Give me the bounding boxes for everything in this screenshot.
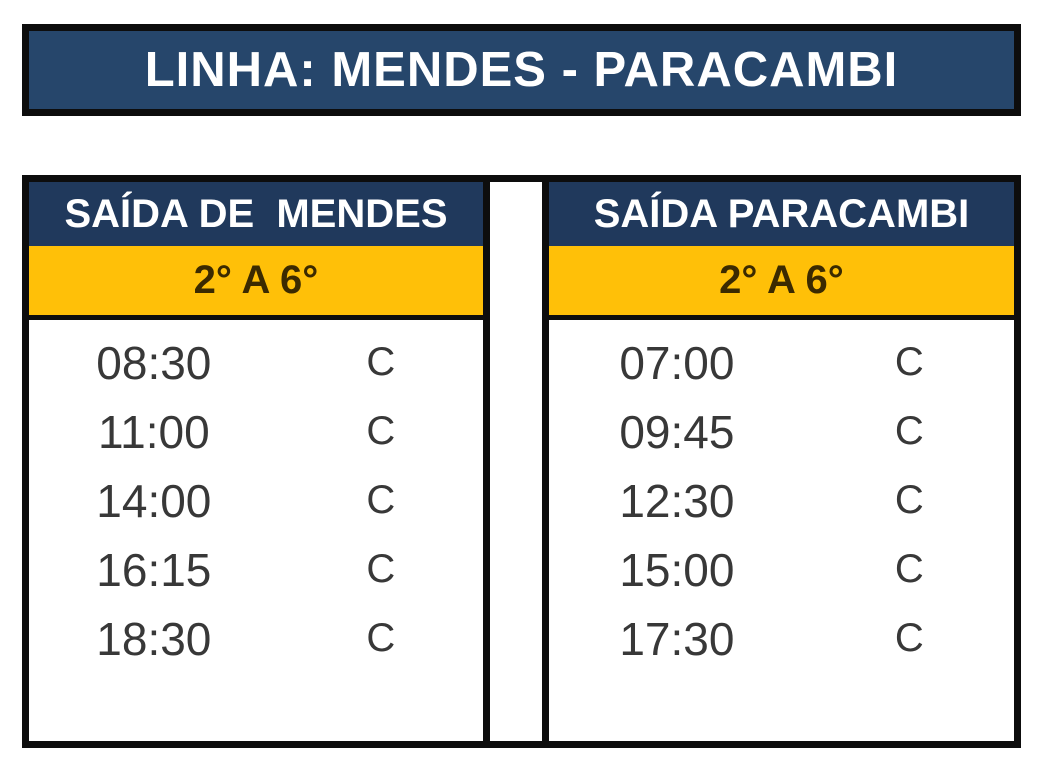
time-cell: 07:00 xyxy=(619,336,735,389)
code-cell: C xyxy=(366,409,396,453)
time-cell: 12:30 xyxy=(619,474,735,527)
time-cell: 17:30 xyxy=(619,612,735,665)
code-cell: C xyxy=(894,547,924,591)
schedule-row: 08:30 C xyxy=(29,328,483,397)
table-header-mendes: SAÍDA DE MENDES xyxy=(29,182,483,246)
time-cell: 15:00 xyxy=(619,543,735,596)
schedule-row: 11:00 C xyxy=(29,397,483,466)
time-cell: 14:00 xyxy=(96,474,212,527)
code-cell: C xyxy=(894,478,924,522)
table-separator xyxy=(490,182,542,741)
schedule-row: 16:15 C xyxy=(29,535,483,604)
schedule-row: 15:00 C xyxy=(549,535,1014,604)
code-cell: C xyxy=(366,616,396,660)
schedule-body-mendes: 08:30 C 11:00 C 14:00 C 16:15 C 18:30 xyxy=(29,320,483,741)
schedule-body-paracambi: 07:00 C 09:45 C 12:30 C 15:00 C 17:30 xyxy=(549,320,1014,741)
code-cell: C xyxy=(894,616,924,660)
schedule-row: 09:45 C xyxy=(549,397,1014,466)
time-cell: 08:30 xyxy=(96,336,212,389)
schedule-row: 12:30 C xyxy=(549,466,1014,535)
period-band-paracambi: 2° A 6° xyxy=(549,246,1014,320)
time-cell: 16:15 xyxy=(96,543,212,596)
line-title: LINHA: MENDES - PARACAMBI xyxy=(144,43,899,97)
time-cell: 11:00 xyxy=(97,405,210,458)
timetables-container: SAÍDA DE MENDES 2° A 6° 08:30 C 11:00 C … xyxy=(22,175,1021,748)
schedule-row: 17:30 C xyxy=(549,604,1014,673)
schedule-row: 18:30 C xyxy=(29,604,483,673)
time-cell: 09:45 xyxy=(619,405,735,458)
departure-table-mendes: SAÍDA DE MENDES 2° A 6° 08:30 C 11:00 C … xyxy=(22,182,490,741)
code-cell: C xyxy=(366,340,396,384)
period-band-mendes: 2° A 6° xyxy=(29,246,483,320)
code-cell: C xyxy=(894,340,924,384)
code-cell: C xyxy=(366,547,396,591)
code-cell: C xyxy=(366,478,396,522)
code-cell: C xyxy=(894,409,924,453)
table-header-paracambi: SAÍDA PARACAMBI xyxy=(549,182,1014,246)
schedule-row: 14:00 C xyxy=(29,466,483,535)
line-title-bar: LINHA: MENDES - PARACAMBI xyxy=(22,24,1021,116)
departure-table-paracambi: SAÍDA PARACAMBI 2° A 6° 07:00 C 09:45 C … xyxy=(542,182,1021,741)
time-cell: 18:30 xyxy=(96,612,212,665)
schedule-row: 07:00 C xyxy=(549,328,1014,397)
